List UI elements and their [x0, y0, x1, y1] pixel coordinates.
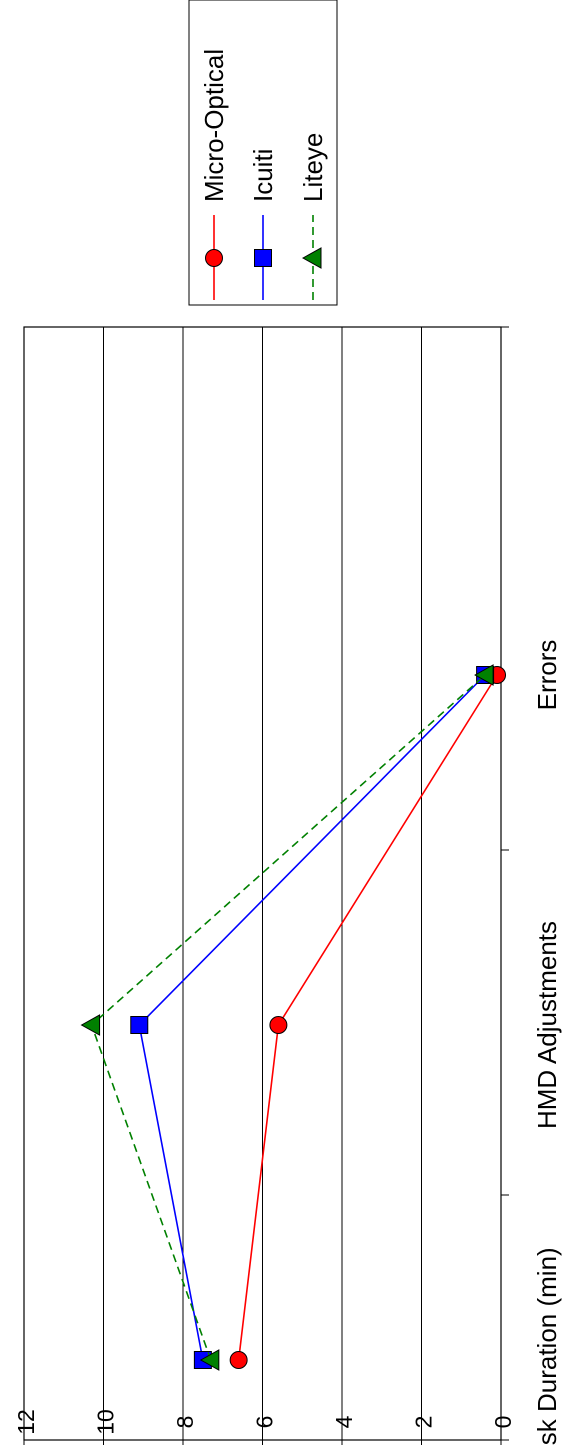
legend-marker-liteye: [301, 247, 322, 269]
axes: 0 2 4 6 8 10 12 Task Duration (min) HMD Adjustme…: [13, 326, 562, 1445]
value-tick-label: 8: [172, 1416, 198, 1429]
value-tick-label: 10: [93, 1409, 119, 1435]
value-tick-label: 6: [252, 1416, 278, 1429]
data-point-liteye: [80, 1014, 101, 1036]
data-point-liteye: [199, 1349, 220, 1371]
value-tick-label: 2: [411, 1416, 437, 1429]
value-tick-label: 12: [13, 1409, 39, 1435]
data-point-micro-optical: [269, 1016, 288, 1034]
gridlines: [103, 327, 422, 1440]
legend-marker-micro-optical: [205, 249, 223, 267]
legend-label-liteye: Liteye: [298, 133, 328, 202]
category-label: Errors: [532, 640, 562, 711]
category-label: Task Duration (min): [532, 1247, 562, 1445]
data-point-icuiti: [130, 1016, 149, 1034]
legend-marker-icuiti: [254, 249, 272, 267]
data-point-micro-optical: [229, 1351, 248, 1369]
category-label: HMD Adjustments: [532, 921, 562, 1129]
series-line-liteye: [90, 674, 486, 1361]
legend-label-micro-optical: Micro-Optical: [199, 49, 229, 202]
value-tick-label: 0: [490, 1416, 516, 1429]
legend-label-icuiti: Icuiti: [248, 149, 278, 202]
series: [80, 664, 507, 1371]
value-tick-label: 4: [331, 1415, 357, 1428]
data-point-liteye: [474, 664, 494, 686]
legend: Micro-Optical Icuiti Liteye: [188, 0, 338, 306]
